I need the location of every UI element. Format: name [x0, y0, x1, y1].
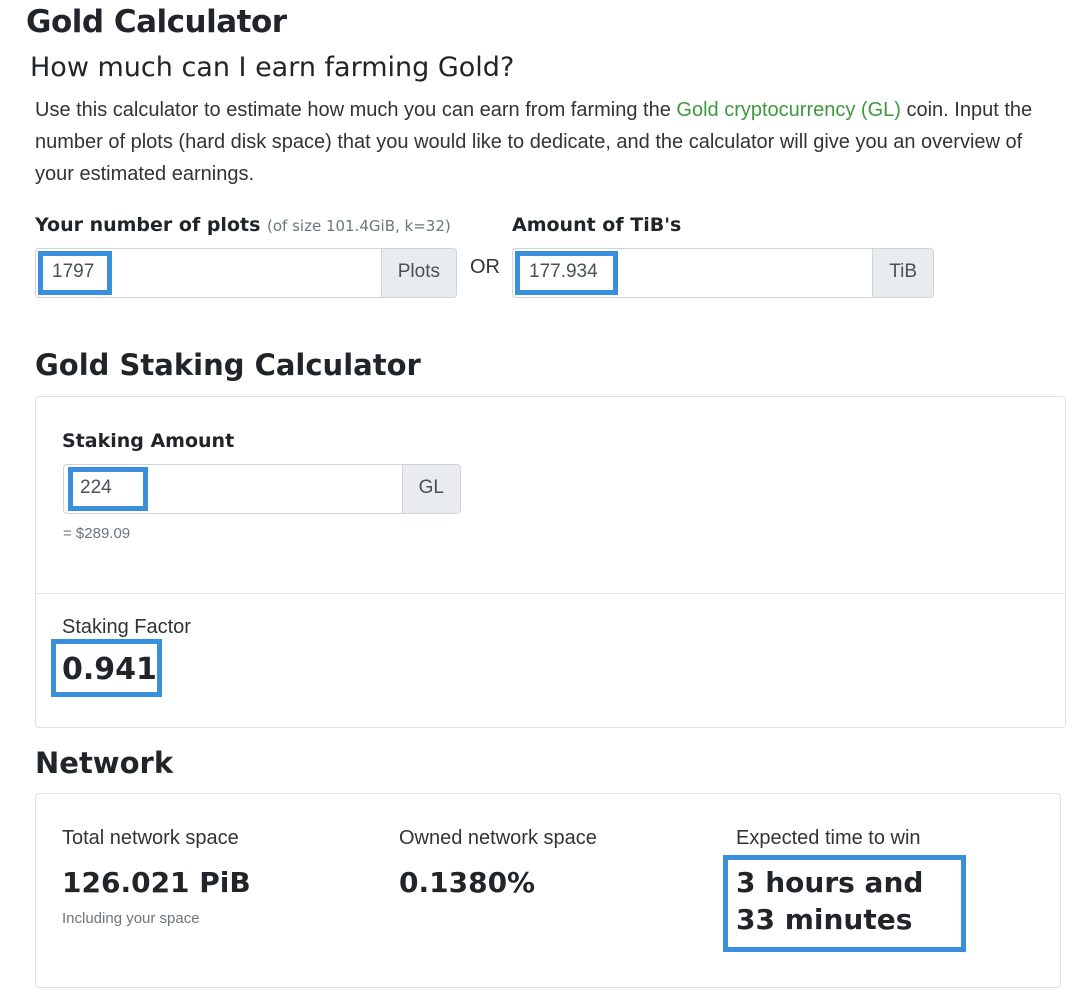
intro-pre: Use this calculator to estimate how much… [35, 99, 677, 121]
intro-post: coin. Input the number of plots (hard di… [35, 99, 1033, 185]
staking-factor-label: Staking Factor [62, 616, 191, 638]
staking-factor-value: 0.941 [62, 652, 157, 687]
plots-input[interactable]: 1797 [52, 261, 95, 282]
intro-text: Use this calculator to estimate how much… [35, 94, 1065, 190]
highlight-box [68, 467, 148, 511]
time-to-win-label: Expected time to win [736, 827, 921, 849]
subtitle: How much can I earn farming Gold? [30, 52, 515, 83]
total-space-value: 126.021 PiB [62, 866, 251, 899]
plots-label-text: Your number of plots [35, 214, 261, 236]
highlight-box [515, 251, 618, 295]
staking-heading: Gold Staking Calculator [35, 348, 421, 382]
staking-usd: = $289.09 [63, 525, 131, 542]
staking-input-group: 224 GL [63, 464, 461, 514]
plots-hint: (of size 101.4GiB, k=32) [267, 217, 451, 235]
or-label: OR [470, 256, 500, 278]
staking-card [35, 396, 1066, 728]
time-to-win-value: 3 hours and 33 minutes [736, 866, 924, 936]
tib-input-group: 177.934 TiB [512, 248, 934, 298]
highlight-box [51, 639, 162, 697]
tib-unit: TiB [872, 249, 933, 297]
gold-link[interactable]: Gold cryptocurrency (GL) [676, 99, 901, 121]
highlight-box [723, 855, 966, 952]
staking-amount-label: Staking Amount [62, 430, 235, 452]
network-card [35, 793, 1061, 988]
staking-input[interactable]: 224 [80, 477, 112, 498]
plots-input-group: 1797 Plots [35, 248, 457, 298]
tib-label: Amount of TiB's [512, 214, 682, 236]
page-title: Gold Calculator [26, 4, 287, 40]
network-heading: Network [35, 746, 174, 780]
owned-space-label: Owned network space [399, 827, 597, 849]
owned-space-value: 0.1380% [399, 866, 536, 899]
plots-unit: Plots [380, 249, 456, 297]
total-space-note: Including your space [62, 910, 200, 927]
highlight-box [38, 251, 112, 295]
total-space-label: Total network space [62, 827, 239, 849]
tib-input[interactable]: 177.934 [529, 261, 598, 282]
plots-label: Your number of plots (of size 101.4GiB, … [35, 214, 451, 236]
divider [36, 593, 1065, 594]
staking-unit: GL [401, 465, 460, 513]
